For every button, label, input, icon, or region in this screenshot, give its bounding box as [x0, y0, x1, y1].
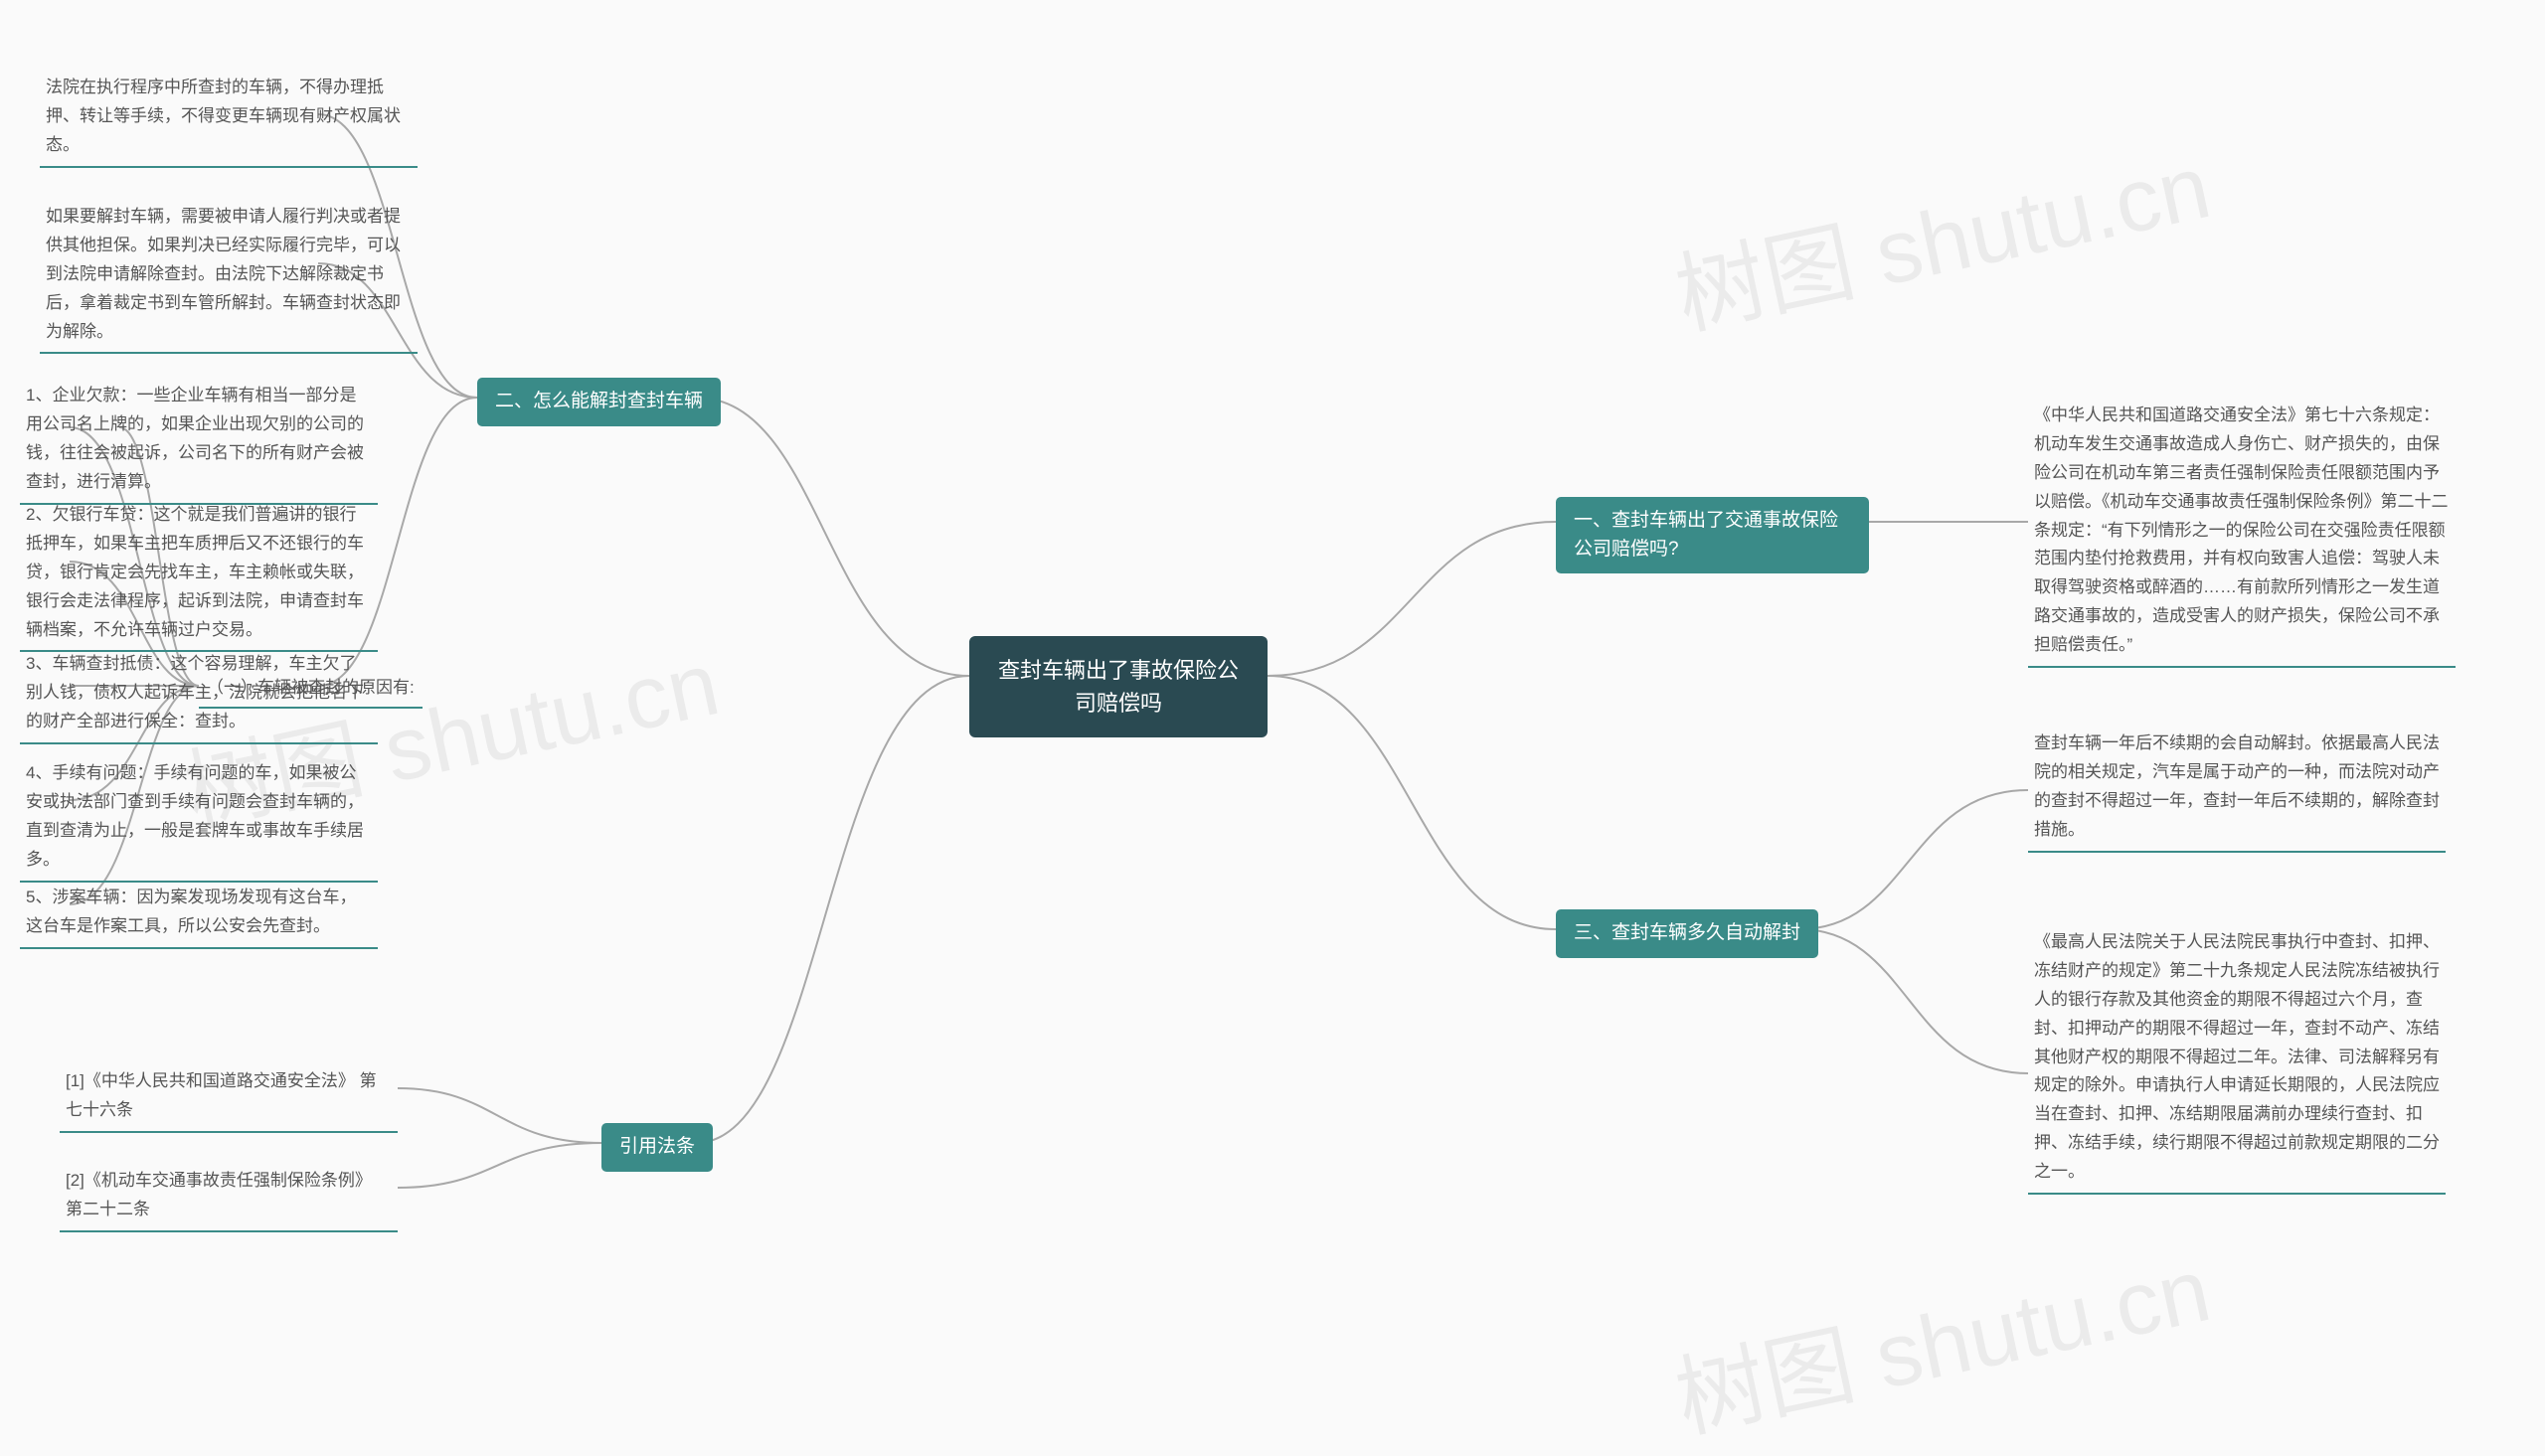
- watermark: 树图 shutu.cn: [1662, 1217, 2219, 1456]
- watermark: 树图 shutu.cn: [1662, 114, 2219, 354]
- root-node[interactable]: 查封车辆出了事故保险公司赔偿吗: [969, 636, 1268, 737]
- branch-4[interactable]: 引用法条: [601, 1123, 713, 1172]
- leaf-b1-0: 《中华人民共和国道路交通安全法》第七十六条规定：机动车发生交通事故造成人身伤亡、…: [2028, 398, 2456, 668]
- branch-2[interactable]: 二、怎么能解封查封车辆: [477, 378, 721, 426]
- leaf-b2-1: 如果要解封车辆，需要被申请人履行判决或者提供其他担保。如果判决已经实际履行完毕，…: [40, 199, 418, 354]
- leaf-sub-4: 5、涉案车辆：因为案发现场发现有这台车，这台车是作案工具，所以公安会先查封。: [20, 880, 378, 949]
- leaf-sub-3: 4、手续有问题：手续有问题的车，如果被公安或执法部门查到手续有问题会查封车辆的，…: [20, 755, 378, 883]
- branch-3[interactable]: 三、查封车辆多久自动解封: [1556, 909, 1818, 958]
- leaf-b3-1: 《最高人民法院关于人民法院民事执行中查封、扣押、冻结财产的规定》第二十九条规定人…: [2028, 924, 2446, 1195]
- leaf-sub-0: 1、企业欠款：一些企业车辆有相当一部分是用公司名上牌的，如果企业出现欠别的公司的…: [20, 378, 378, 505]
- branch-1[interactable]: 一、查封车辆出了交通事故保险公司赔偿吗?: [1556, 497, 1869, 573]
- leaf-sub-2: 3、车辆查封抵债：这个容易理解，车主欠了别人钱，债权人起诉车主，法院就会把他名下…: [20, 646, 378, 744]
- leaf-b3-0: 查封车辆一年后不续期的会自动解封。依据最高人民法院的相关规定，汽车是属于动产的一…: [2028, 726, 2446, 853]
- leaf-sub-1: 2、欠银行车贷：这个就是我们普遍讲的银行抵押车，如果车主把车质押后又不还银行的车…: [20, 497, 378, 652]
- leaf-b4-0: [1]《中华人民共和国道路交通安全法》 第七十六条: [60, 1063, 398, 1133]
- leaf-b2-0: 法院在执行程序中所查封的车辆，不得办理抵押、转让等手续，不得变更车辆现有财产权属…: [40, 70, 418, 168]
- leaf-b4-1: [2]《机动车交通事故责任强制保险条例》 第二十二条: [60, 1163, 398, 1232]
